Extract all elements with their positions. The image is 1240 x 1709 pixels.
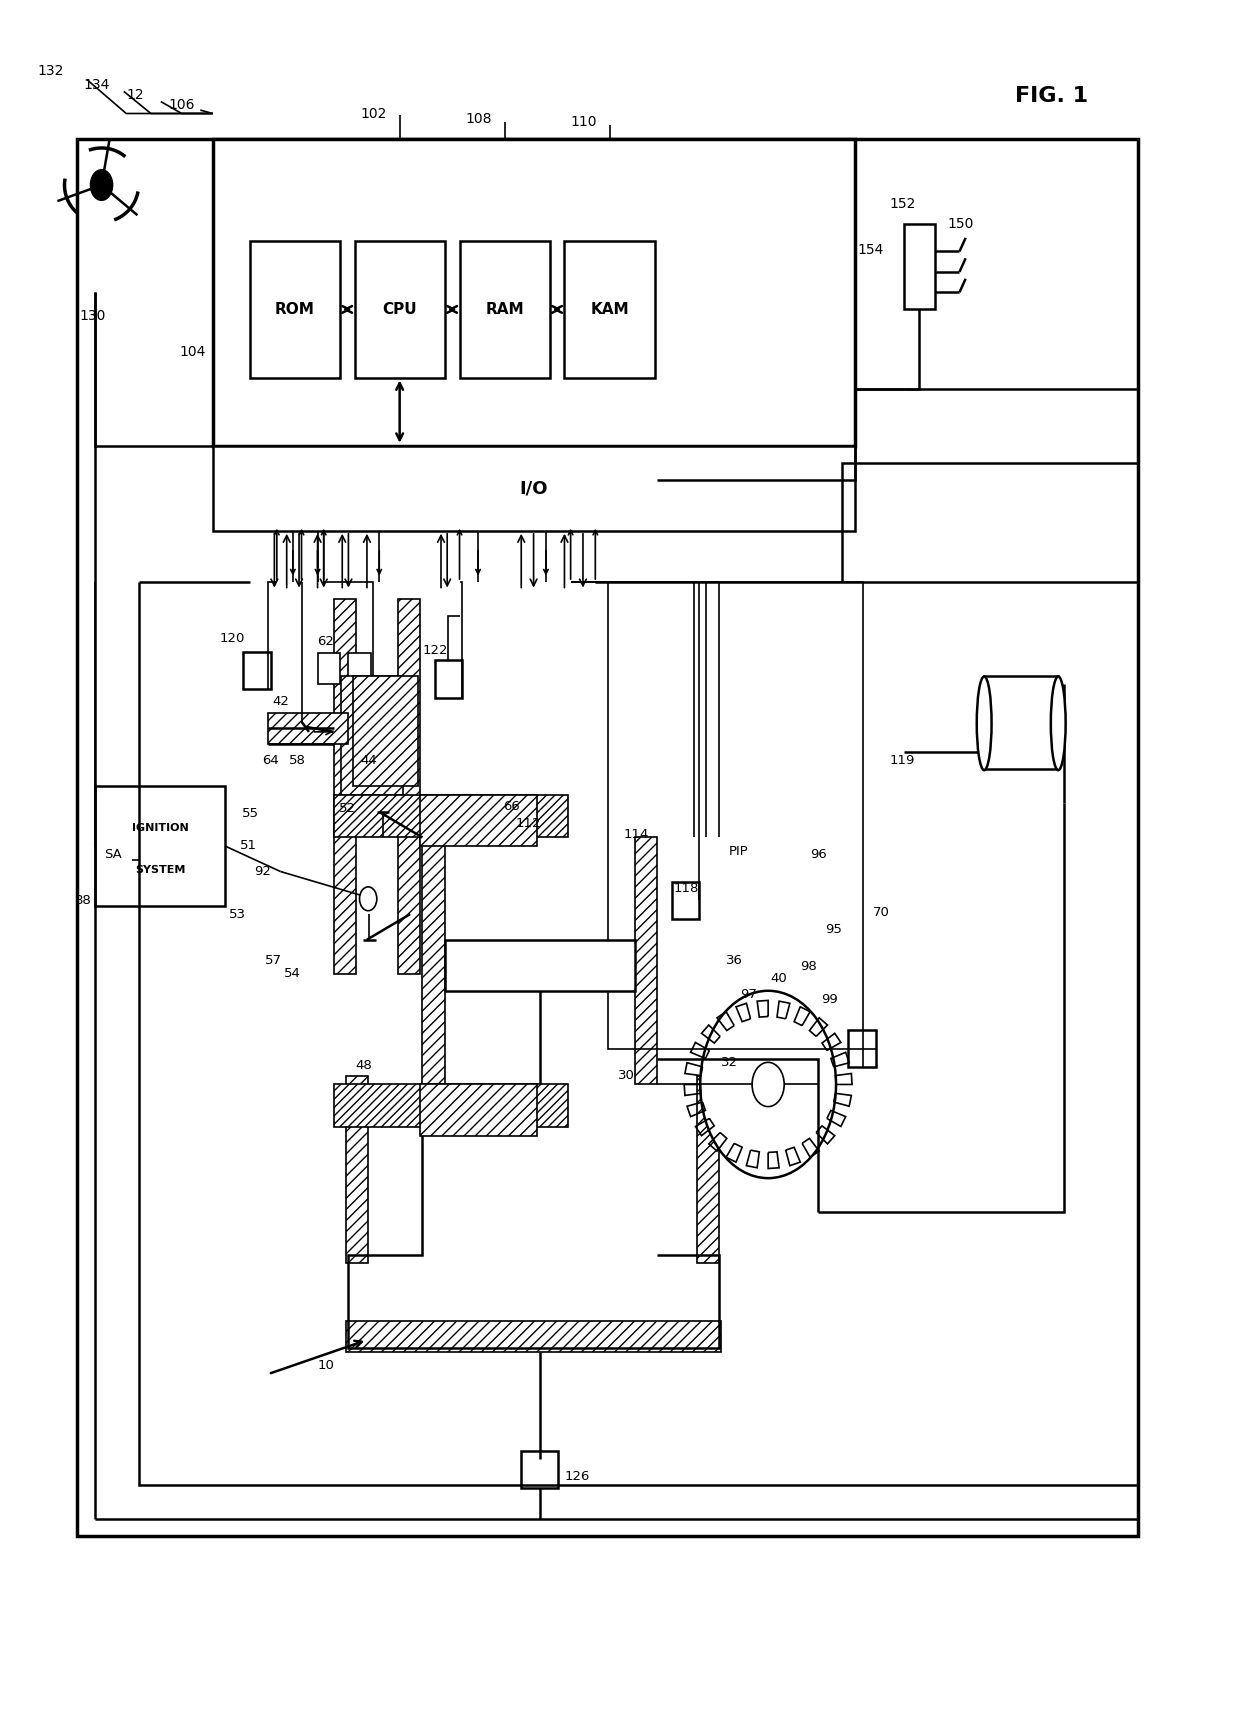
Text: 10: 10 bbox=[317, 1359, 335, 1372]
Text: 95: 95 bbox=[825, 923, 842, 937]
Bar bbox=[334, 1085, 568, 1126]
Bar bbox=[521, 1451, 558, 1489]
Text: 52: 52 bbox=[339, 802, 356, 815]
Text: 118: 118 bbox=[673, 882, 698, 896]
Bar bbox=[635, 837, 657, 1085]
Text: 12: 12 bbox=[126, 87, 144, 103]
Text: 92: 92 bbox=[254, 865, 272, 878]
Bar bbox=[334, 795, 568, 837]
Bar bbox=[249, 241, 340, 378]
Bar bbox=[243, 651, 270, 689]
Text: IGNITION: IGNITION bbox=[131, 824, 188, 832]
Text: 62: 62 bbox=[317, 636, 335, 648]
Bar bbox=[355, 241, 445, 378]
Bar bbox=[398, 598, 420, 974]
Text: FIG. 1: FIG. 1 bbox=[1016, 87, 1089, 106]
Text: 32: 32 bbox=[722, 1056, 738, 1068]
Circle shape bbox=[701, 991, 836, 1178]
Text: 122: 122 bbox=[423, 644, 448, 656]
Text: 70: 70 bbox=[873, 906, 890, 919]
Text: 102: 102 bbox=[361, 106, 387, 121]
Text: 130: 130 bbox=[79, 309, 105, 323]
Bar bbox=[212, 446, 854, 531]
Bar bbox=[445, 940, 635, 991]
Bar bbox=[268, 713, 348, 743]
Bar bbox=[346, 1321, 722, 1352]
Bar bbox=[423, 837, 445, 1085]
Text: I/O: I/O bbox=[520, 479, 548, 497]
Text: 110: 110 bbox=[570, 115, 598, 128]
Text: PIP: PIP bbox=[729, 844, 749, 858]
Text: 120: 120 bbox=[219, 632, 246, 644]
Text: 48: 48 bbox=[356, 1060, 372, 1072]
Text: 57: 57 bbox=[264, 954, 281, 967]
Text: CPU: CPU bbox=[382, 302, 417, 316]
Bar bbox=[985, 675, 1058, 769]
Text: 36: 36 bbox=[727, 954, 743, 967]
Text: 126: 126 bbox=[564, 1470, 590, 1483]
Text: 55: 55 bbox=[242, 807, 259, 820]
Circle shape bbox=[753, 1063, 784, 1107]
Text: KAM: KAM bbox=[590, 302, 629, 316]
Bar bbox=[848, 1031, 875, 1068]
Text: 40: 40 bbox=[770, 972, 787, 986]
Text: 97: 97 bbox=[740, 988, 756, 1001]
Bar bbox=[420, 795, 537, 846]
Text: 112: 112 bbox=[515, 817, 541, 831]
Text: 58: 58 bbox=[289, 754, 306, 767]
Text: 154: 154 bbox=[857, 243, 883, 256]
Text: 98: 98 bbox=[800, 960, 817, 974]
Circle shape bbox=[360, 887, 377, 911]
Bar bbox=[317, 653, 340, 684]
Bar bbox=[460, 241, 549, 378]
Text: 64: 64 bbox=[262, 754, 279, 767]
Text: 42: 42 bbox=[272, 694, 289, 708]
Text: 53: 53 bbox=[228, 907, 246, 921]
Text: 106: 106 bbox=[169, 97, 195, 113]
Text: 51: 51 bbox=[239, 839, 257, 853]
Bar bbox=[346, 1077, 368, 1263]
Text: 108: 108 bbox=[466, 111, 492, 126]
Text: 132: 132 bbox=[37, 63, 63, 79]
Bar bbox=[77, 138, 1138, 1536]
Bar bbox=[672, 882, 699, 919]
Circle shape bbox=[91, 169, 113, 200]
Bar bbox=[904, 224, 935, 309]
Text: 114: 114 bbox=[624, 827, 649, 841]
Text: 152: 152 bbox=[889, 197, 915, 210]
Text: 104: 104 bbox=[180, 345, 206, 359]
Text: 119: 119 bbox=[889, 754, 914, 767]
Text: 150: 150 bbox=[947, 217, 973, 231]
Bar bbox=[353, 675, 418, 786]
Text: SYSTEM: SYSTEM bbox=[135, 865, 185, 875]
Ellipse shape bbox=[977, 677, 992, 771]
Bar bbox=[420, 1085, 537, 1135]
Text: 134: 134 bbox=[83, 77, 109, 92]
Bar bbox=[212, 138, 854, 446]
Ellipse shape bbox=[1050, 677, 1065, 771]
Text: 88: 88 bbox=[74, 894, 91, 907]
Text: SA: SA bbox=[104, 848, 122, 861]
Text: 54: 54 bbox=[284, 967, 301, 981]
Bar bbox=[697, 1077, 719, 1263]
Text: 30: 30 bbox=[618, 1070, 635, 1082]
Text: 96: 96 bbox=[810, 848, 827, 861]
Text: RAM: RAM bbox=[485, 302, 523, 316]
Bar bbox=[348, 653, 371, 684]
Text: 99: 99 bbox=[821, 993, 838, 1007]
Bar bbox=[435, 660, 463, 697]
Text: 44: 44 bbox=[361, 754, 377, 767]
Bar bbox=[341, 675, 403, 795]
Bar bbox=[564, 241, 655, 378]
Bar bbox=[95, 786, 224, 906]
Text: 66: 66 bbox=[502, 800, 520, 813]
Text: ROM: ROM bbox=[275, 302, 315, 316]
Bar bbox=[334, 598, 356, 974]
